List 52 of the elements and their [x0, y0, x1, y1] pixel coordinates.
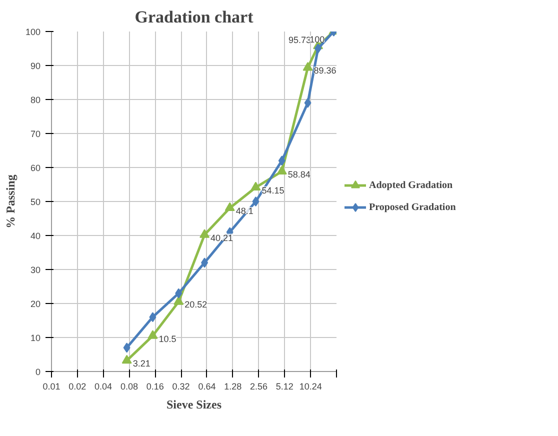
y-tick-label: 10: [30, 333, 41, 343]
x-tick-label: 1.28: [224, 382, 242, 392]
x-tick-label: 0.32: [172, 382, 190, 392]
data-label: 10.5: [158, 334, 176, 344]
y-tick-label: 70: [30, 129, 41, 139]
x-tick-label: 0.16: [146, 382, 164, 392]
point: [250, 182, 261, 190]
point: [122, 354, 132, 364]
data-label: 54.15: [262, 185, 284, 196]
point: [123, 342, 130, 353]
data-label: 48.1: [236, 206, 254, 216]
x-tick-label: 10.24: [299, 382, 322, 392]
point: [278, 156, 286, 166]
point: [200, 229, 210, 238]
y-tick-label: 60: [30, 163, 41, 173]
x-tick-label: 5.12: [276, 382, 294, 392]
point: [149, 312, 156, 322]
x-tick-label: 0.02: [68, 382, 86, 392]
y-axis-title: % Passing: [3, 174, 18, 228]
data-label: 3.21: [132, 358, 150, 369]
point: [201, 258, 208, 268]
point: [175, 288, 182, 298]
data-label: 20.52: [184, 300, 208, 310]
y-tick-label: 0: [35, 367, 41, 377]
y-tick-label: 90: [30, 61, 41, 71]
x-axis-title: Sieve Sizes: [166, 398, 222, 412]
point: [304, 98, 312, 108]
x-tick-label: 0.01: [42, 382, 60, 392]
legend-label: Proposed Gradation: [369, 202, 456, 212]
point: [224, 202, 235, 212]
y-tick-label: 40: [30, 231, 41, 241]
point: [148, 330, 158, 339]
data-label: 40.21: [210, 232, 234, 243]
x-tick-label: 0.04: [94, 382, 112, 392]
legend-label: Adopted Gradation: [369, 180, 453, 190]
point: [276, 166, 287, 175]
point: [302, 62, 313, 71]
x-tick-label: 0.08: [120, 382, 138, 392]
data-label: 58.84: [288, 169, 310, 180]
y-tick-label: 20: [30, 299, 41, 309]
y-tick-label: 30: [30, 265, 41, 275]
y-tick-label: 50: [30, 197, 41, 207]
chart-title: Gradation chart: [134, 8, 254, 26]
x-tick-label: 2.56: [250, 382, 268, 392]
point: [174, 296, 184, 305]
y-tick-label: 80: [30, 95, 41, 105]
data-label: 89.36: [314, 66, 336, 76]
data-label: 95.73: [288, 35, 312, 46]
x-tick-label: 0.64: [198, 382, 216, 392]
point: [252, 196, 260, 206]
data-label: 100: [310, 34, 325, 44]
y-tick-label: 100: [25, 27, 41, 37]
